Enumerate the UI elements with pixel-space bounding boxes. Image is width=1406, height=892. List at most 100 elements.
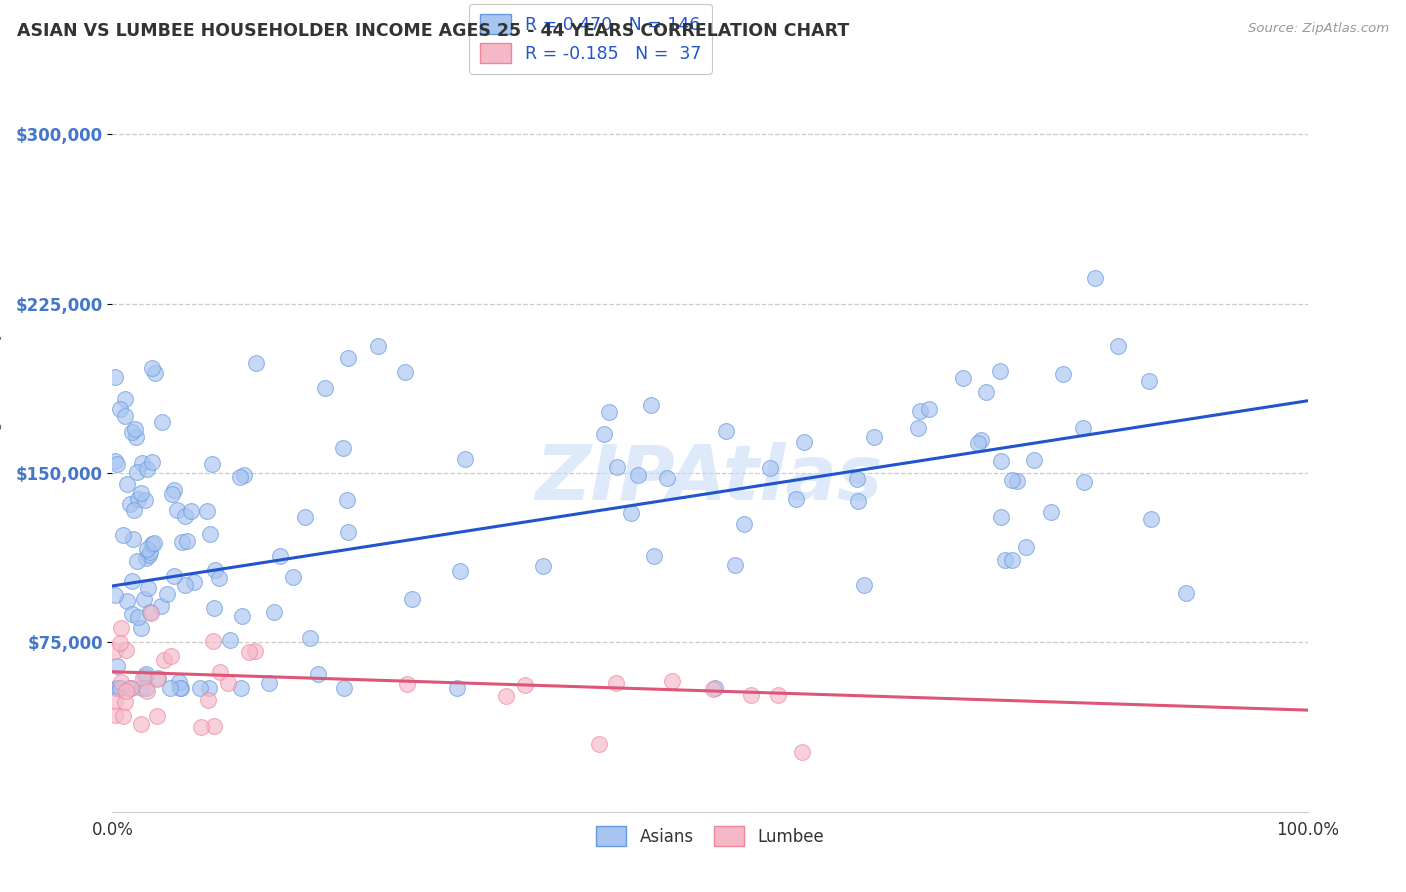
- Point: [702, 682, 724, 697]
- Point: [167, 674, 190, 689]
- Point: [846, 472, 869, 486]
- Point: [245, 356, 267, 370]
- Point: [988, 364, 1011, 378]
- Point: [605, 676, 627, 690]
- Point: [990, 454, 1012, 468]
- Point: [661, 674, 683, 689]
- Point: [219, 633, 242, 648]
- Point: [131, 621, 153, 635]
- Point: [202, 633, 225, 648]
- Point: [110, 621, 132, 635]
- Point: [148, 671, 170, 685]
- Point: [115, 476, 138, 491]
- Point: [852, 578, 875, 592]
- Point: [733, 516, 755, 531]
- Point: [149, 599, 172, 613]
- Point: [724, 558, 747, 572]
- Point: [121, 532, 143, 546]
- Text: Source: ZipAtlas.com: Source: ZipAtlas.com: [1249, 22, 1389, 36]
- Point: [785, 491, 807, 506]
- Point: [495, 689, 517, 703]
- Point: [120, 681, 142, 695]
- Point: [170, 681, 193, 695]
- Point: [155, 587, 177, 601]
- Point: [269, 549, 291, 563]
- Legend: Asians, Lumbee: Asians, Lumbee: [588, 818, 832, 854]
- Point: [200, 527, 222, 541]
- Point: [114, 684, 136, 698]
- Point: [153, 653, 176, 667]
- Point: [108, 636, 131, 650]
- Point: [918, 401, 941, 416]
- Point: [134, 493, 156, 508]
- Point: [401, 592, 423, 607]
- Point: [307, 667, 329, 681]
- Point: [846, 494, 869, 508]
- Point: [114, 409, 136, 423]
- Point: [217, 675, 239, 690]
- Point: [162, 483, 184, 497]
- Point: [655, 471, 678, 485]
- Point: [588, 737, 610, 751]
- Point: [314, 380, 336, 394]
- Point: [114, 695, 136, 709]
- Point: [1022, 453, 1045, 467]
- Point: [640, 398, 662, 412]
- Point: [188, 681, 211, 695]
- Point: [122, 503, 145, 517]
- Point: [104, 588, 127, 602]
- Point: [105, 457, 128, 471]
- Point: [132, 671, 155, 685]
- Point: [135, 681, 157, 695]
- Point: [394, 365, 416, 379]
- Point: [131, 681, 153, 695]
- Point: [138, 548, 160, 562]
- Point: [332, 441, 354, 455]
- Point: [104, 454, 127, 468]
- Point: [124, 421, 146, 435]
- Point: [202, 600, 225, 615]
- Point: [974, 384, 997, 399]
- Point: [139, 606, 162, 620]
- Point: [454, 451, 477, 466]
- Point: [952, 370, 974, 384]
- Point: [1140, 512, 1163, 526]
- Point: [104, 644, 127, 658]
- Point: [198, 681, 221, 695]
- Point: [135, 684, 157, 698]
- Point: [1107, 339, 1129, 353]
- Point: [174, 578, 197, 592]
- Point: [993, 553, 1015, 567]
- Point: [108, 681, 131, 695]
- Point: [1084, 271, 1107, 285]
- Point: [643, 549, 665, 564]
- Point: [115, 594, 138, 608]
- Point: [112, 708, 135, 723]
- Point: [200, 457, 222, 471]
- Point: [195, 504, 218, 518]
- Point: [533, 558, 555, 573]
- Point: [208, 571, 231, 585]
- Text: ASIAN VS LUMBEE HOUSEHOLDER INCOME AGES 25 - 44 YEARS CORRELATION CHART: ASIAN VS LUMBEE HOUSEHOLDER INCOME AGES …: [17, 22, 849, 40]
- Point: [150, 416, 173, 430]
- Point: [180, 504, 202, 518]
- Point: [120, 681, 142, 696]
- Point: [598, 405, 620, 419]
- Point: [627, 467, 650, 482]
- Point: [108, 402, 131, 417]
- Point: [121, 574, 143, 588]
- Point: [1073, 475, 1095, 490]
- Point: [197, 693, 219, 707]
- Point: [1175, 586, 1198, 600]
- Point: [333, 681, 356, 695]
- Point: [793, 434, 815, 449]
- Point: [105, 681, 128, 695]
- Point: [367, 339, 389, 353]
- Point: [107, 681, 129, 695]
- Point: [136, 582, 159, 596]
- Point: [1015, 540, 1038, 554]
- Point: [298, 632, 321, 646]
- Point: [1001, 473, 1024, 487]
- Point: [233, 468, 256, 483]
- Y-axis label: Householder Income Ages 25 - 44 years: Householder Income Ages 25 - 44 years: [0, 297, 1, 604]
